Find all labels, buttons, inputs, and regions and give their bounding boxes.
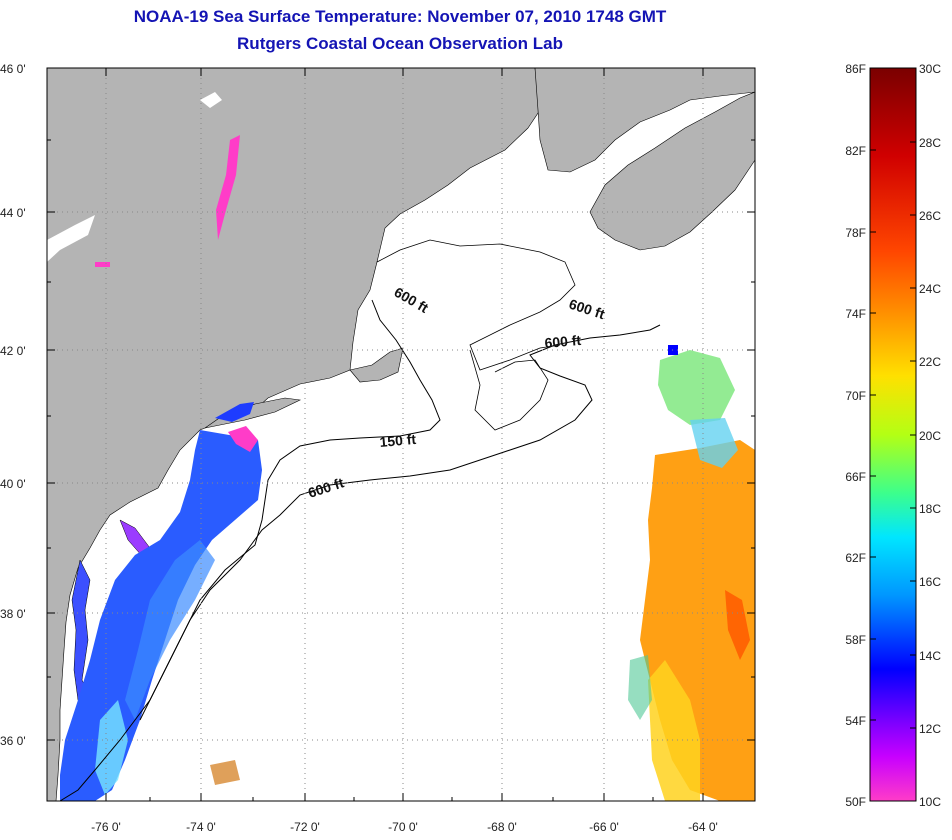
cb-f-70: 70F xyxy=(845,389,866,403)
cb-c-10: 10C xyxy=(919,795,941,809)
map-subtitle: Rutgers Coastal Ocean Observation Lab xyxy=(237,34,563,53)
land-lake-magenta xyxy=(216,135,240,240)
land-cape-cod xyxy=(349,347,404,383)
sst-magenta-edge xyxy=(228,426,258,452)
sst-plume-cyan xyxy=(95,700,128,795)
lon-label-70: -70 0' xyxy=(388,820,418,834)
cb-c-12: 12C xyxy=(919,722,941,736)
land-lake-magenta-small xyxy=(95,262,110,267)
colorbar xyxy=(869,67,917,802)
cb-f-50: 50F xyxy=(845,795,866,809)
map-title: NOAA-19 Sea Surface Temperature: Novembe… xyxy=(133,7,667,26)
lon-label-72: -72 0' xyxy=(290,820,320,834)
graticule xyxy=(47,68,755,801)
lat-label-42: 42 0' xyxy=(0,344,26,358)
isobath-gulf-of-maine xyxy=(376,239,576,371)
cb-c-16: 16C xyxy=(919,575,941,589)
cb-f-82: 82F xyxy=(845,144,866,158)
lat-label-46: 46 0' xyxy=(0,62,26,76)
cb-f-54: 54F xyxy=(845,714,866,728)
sst-scatter-orange xyxy=(210,760,240,785)
sst-gulf-stream-red xyxy=(725,590,750,660)
sst-ny-bight-blue xyxy=(215,402,254,422)
sst-scatter-green xyxy=(628,655,652,720)
cb-f-86: 86F xyxy=(845,62,866,76)
cb-c-14: 14C xyxy=(919,649,941,663)
cb-c-22: 22C xyxy=(919,355,941,369)
axis-ticks xyxy=(47,68,755,801)
cb-c-18: 18C xyxy=(919,502,941,516)
sst-gulf-stream-green xyxy=(658,350,735,425)
cb-c-26: 26C xyxy=(919,209,941,223)
colorbar-ticks xyxy=(870,141,916,729)
cb-c-28: 28C xyxy=(919,136,941,150)
lat-label-40: 40 0' xyxy=(0,477,26,491)
cb-c-30: 30C xyxy=(919,62,941,76)
isobath-georges-bank xyxy=(469,349,549,431)
contour-label-600-bank: 600 ft xyxy=(544,332,582,351)
lon-label-68: -68 0' xyxy=(487,820,517,834)
cb-f-58: 58F xyxy=(845,633,866,647)
land-nova-scotia xyxy=(589,91,755,251)
lon-label-64: -64 0' xyxy=(688,820,718,834)
cb-f-62: 62F xyxy=(845,551,866,565)
isobath-150ft xyxy=(139,299,441,721)
cb-c-20: 20C xyxy=(919,429,941,443)
sst-gulf-stream-yellow xyxy=(648,660,700,801)
sst-plume-light xyxy=(125,540,215,720)
contour-label-150: 150 ft xyxy=(379,431,417,450)
map-frame xyxy=(46,67,756,802)
land-lake-white xyxy=(47,92,222,262)
land-new-brunswick xyxy=(534,68,755,173)
lat-label-44: 44 0' xyxy=(0,206,26,220)
lon-label-76: -76 0' xyxy=(91,820,121,834)
cb-c-24: 24C xyxy=(919,282,941,296)
cb-f-74: 74F xyxy=(845,307,866,321)
lat-label-38: 38 0' xyxy=(0,607,26,621)
cb-f-78: 78F xyxy=(845,226,866,240)
sst-gulf-stream-cyan xyxy=(690,418,738,468)
cb-f-66: 66F xyxy=(845,470,866,484)
lon-label-66: -66 0' xyxy=(589,820,619,834)
lat-label-36: 36 0' xyxy=(0,734,26,748)
lon-label-74: -74 0' xyxy=(186,820,216,834)
